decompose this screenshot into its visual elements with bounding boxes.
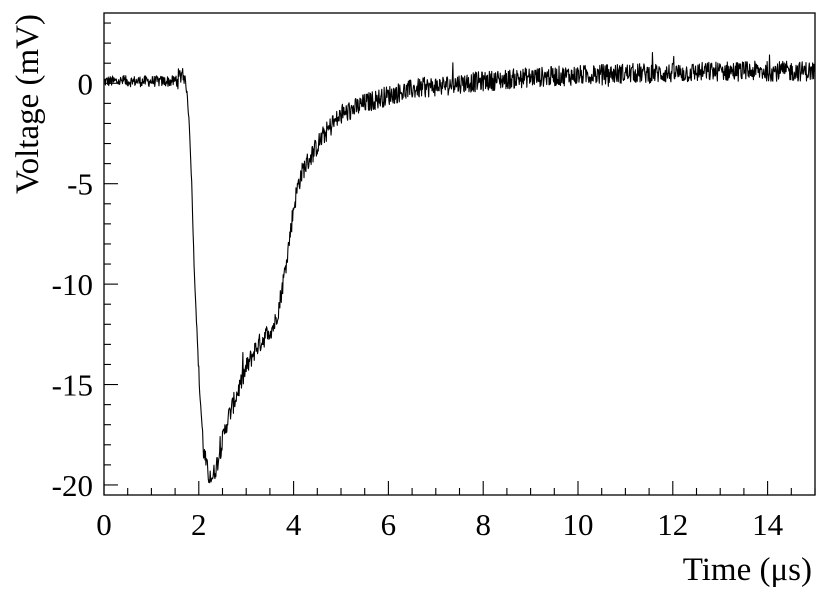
y-tick-label: -20 [52,468,93,503]
x-tick-label: 2 [191,507,207,542]
x-tick-label: 12 [657,507,688,542]
x-axis-ticks [103,481,816,495]
x-tick-label: 8 [475,507,491,542]
y-tick-label: -5 [67,167,93,202]
y-tick-label: -15 [52,368,93,403]
x-tick-label: 4 [286,507,302,542]
y-axis-tick-labels: 0 -5 -10 -15 -20 [52,66,93,503]
x-axis-tick-labels: 0 2 4 6 8 10 12 14 [96,507,783,542]
y-tick-label: 0 [78,66,94,101]
y-tick-label: -10 [52,267,93,302]
x-tick-label: 6 [381,507,397,542]
y-axis-ticks [104,22,118,486]
x-tick-label: 10 [563,507,594,542]
y-axis-title: Voltage (mV) [10,14,46,194]
x-tick-label: 0 [96,507,112,542]
x-tick-label: 14 [752,507,784,542]
x-axis-title: Time (μs) [683,552,812,588]
voltage-trace-line [103,52,816,484]
